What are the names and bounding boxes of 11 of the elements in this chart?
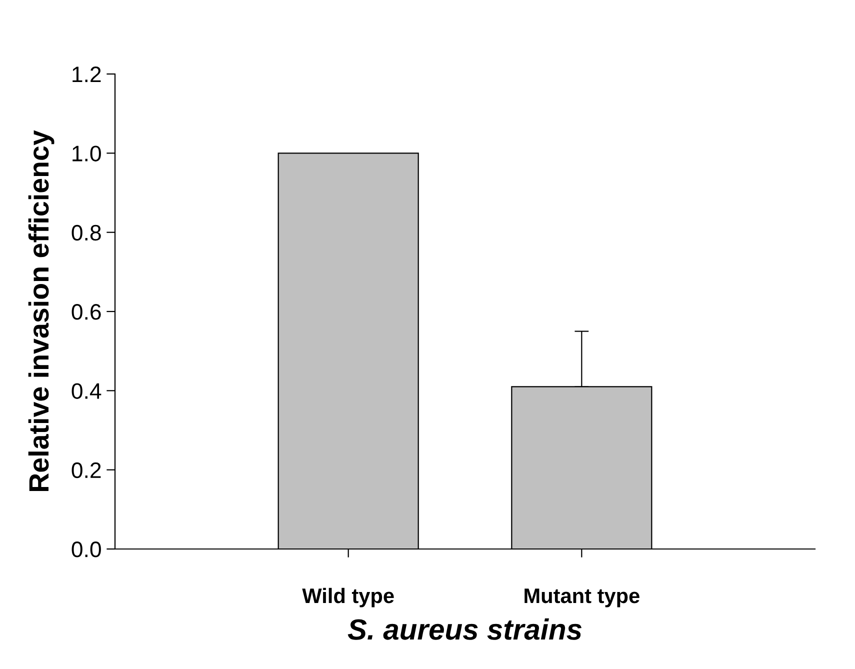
y-tick-label: 0.4 xyxy=(72,383,102,399)
x-tick-label: Mutant type xyxy=(524,588,640,608)
y-tick-label: 1.2 xyxy=(72,66,101,82)
x-tick-label: Wild type xyxy=(302,588,394,608)
y-tick-label: 0.8 xyxy=(72,224,101,241)
y-axis-title: Relative invasion efficiency xyxy=(28,130,54,492)
y-tick-label: 0.2 xyxy=(72,462,101,478)
y-tick-label: 0.0 xyxy=(72,542,101,558)
y-tick-label: 0.6 xyxy=(72,304,101,320)
y-tick-label: 1.0 xyxy=(72,146,101,162)
x-axis-title: S. aureus strains xyxy=(348,618,582,640)
